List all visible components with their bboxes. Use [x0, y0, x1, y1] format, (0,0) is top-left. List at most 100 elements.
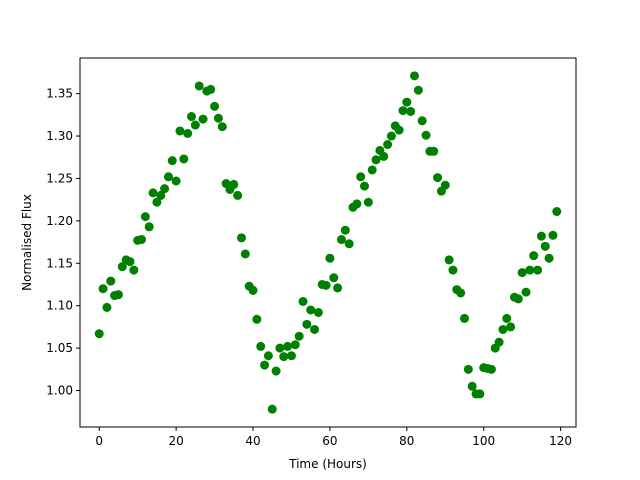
y-tick-label: 1.10	[46, 299, 73, 313]
x-axis-label: Time (Hours)	[288, 457, 367, 471]
data-point	[106, 276, 116, 286]
data-point	[252, 314, 262, 324]
data-point	[548, 230, 558, 240]
data-point	[240, 249, 250, 259]
data-point	[440, 180, 450, 190]
data-point	[102, 302, 112, 312]
data-point	[536, 231, 546, 241]
data-point	[198, 114, 208, 124]
data-point	[398, 106, 408, 116]
data-point	[498, 324, 508, 334]
data-point	[448, 265, 458, 275]
x-tick-label: 100	[472, 434, 495, 448]
data-point	[210, 101, 220, 111]
data-point	[529, 251, 539, 261]
y-tick-label: 1.25	[46, 171, 73, 185]
x-tick-label: 0	[95, 434, 103, 448]
y-tick-label: 1.30	[46, 129, 73, 143]
y-tick-label: 1.00	[46, 384, 73, 398]
data-point	[371, 155, 381, 165]
data-point	[325, 253, 335, 263]
data-point	[433, 173, 443, 183]
data-point	[329, 273, 339, 283]
data-point	[356, 172, 366, 182]
data-point	[413, 85, 423, 95]
data-point	[363, 197, 373, 207]
data-point	[144, 222, 154, 232]
data-point	[260, 360, 270, 370]
data-point	[383, 140, 393, 150]
data-point	[283, 341, 293, 351]
data-point	[140, 212, 150, 222]
data-point	[321, 280, 331, 290]
data-point	[540, 241, 550, 251]
x-tick-label: 80	[399, 434, 414, 448]
data-point	[263, 351, 273, 361]
data-point	[336, 235, 346, 245]
data-point	[94, 329, 104, 339]
data-point	[298, 296, 308, 306]
data-point	[310, 324, 320, 334]
y-tick-label: 1.20	[46, 214, 73, 228]
data-point	[386, 131, 396, 141]
data-point	[233, 190, 243, 200]
data-point	[194, 81, 204, 91]
data-point	[394, 125, 404, 135]
data-point	[179, 154, 189, 164]
data-point	[137, 235, 147, 245]
data-point	[217, 122, 227, 132]
data-point	[275, 343, 285, 353]
data-point	[486, 364, 496, 374]
data-point	[175, 126, 185, 136]
data-point	[333, 283, 343, 293]
data-point	[444, 255, 454, 265]
data-point	[125, 257, 135, 267]
data-point	[163, 172, 173, 182]
data-point	[506, 322, 516, 332]
data-point	[513, 294, 523, 304]
data-point	[406, 106, 416, 116]
data-point	[271, 366, 281, 376]
data-point	[417, 116, 427, 126]
y-tick-label: 1.15	[46, 256, 73, 270]
data-point	[229, 179, 239, 189]
data-point	[190, 120, 200, 130]
data-point	[160, 184, 170, 194]
data-point	[187, 112, 197, 122]
data-point	[113, 290, 123, 300]
data-point	[156, 190, 166, 200]
data-point	[552, 207, 562, 217]
data-point	[475, 389, 485, 399]
x-tick-label: 60	[322, 434, 337, 448]
data-point	[421, 130, 431, 140]
data-point	[117, 262, 127, 272]
data-points	[94, 71, 562, 414]
y-tick-label: 1.35	[46, 87, 73, 101]
data-point	[213, 113, 223, 123]
data-point	[290, 340, 300, 350]
data-point	[152, 197, 162, 207]
data-point	[459, 313, 469, 323]
data-point	[525, 265, 535, 275]
data-point	[129, 265, 139, 275]
data-point	[456, 288, 466, 298]
data-point	[248, 285, 258, 295]
data-point	[306, 305, 316, 315]
data-point	[379, 151, 389, 161]
data-point	[167, 156, 177, 166]
y-axis-label: Normalised Flux	[20, 194, 34, 291]
data-point	[521, 287, 531, 297]
data-point	[352, 199, 362, 209]
x-tick-label: 120	[549, 434, 572, 448]
data-point	[517, 268, 527, 278]
data-point	[267, 404, 277, 414]
data-point	[98, 284, 108, 294]
data-point	[429, 146, 439, 156]
data-point	[302, 319, 312, 329]
data-point	[367, 165, 377, 175]
data-point	[463, 364, 473, 374]
data-point	[494, 337, 504, 347]
x-tick-label: 20	[168, 434, 183, 448]
data-point	[206, 84, 216, 94]
